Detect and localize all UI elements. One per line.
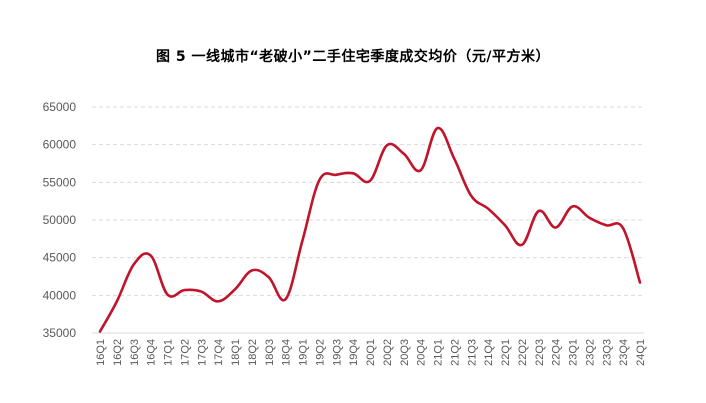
x-tick-label: 23Q3 (601, 339, 613, 366)
x-tick-label: 24Q1 (635, 339, 647, 366)
x-tick-label: 21Q3 (466, 339, 478, 366)
x-tick-label: 22Q3 (534, 339, 546, 366)
x-tick-label: 17Q1 (163, 339, 175, 366)
x-tick-label: 22Q2 (517, 339, 529, 366)
x-tick-label: 19Q2 (314, 339, 326, 366)
x-tick-label: 16Q4 (146, 339, 158, 366)
x-tick-label: 19Q4 (348, 339, 360, 366)
x-tick-label: 18Q3 (264, 339, 276, 366)
y-tick-label: 60000 (43, 138, 77, 152)
y-tick-label: 55000 (43, 175, 77, 189)
x-tick-label: 19Q3 (331, 339, 343, 366)
x-tick-label: 23Q4 (618, 339, 630, 366)
y-tick-label: 35000 (43, 326, 77, 340)
series-line (98, 126, 642, 333)
x-tick-label: 20Q4 (416, 339, 428, 366)
x-tick-label: 17Q4 (213, 339, 225, 366)
x-tick-label: 23Q2 (584, 339, 596, 366)
y-tick-label: 65000 (43, 100, 77, 114)
series-points (100, 128, 640, 331)
y-axis-ticks: 35000 40000 45000 50000 55000 60000 65000 (43, 100, 77, 340)
x-tick-label: 18Q1 (230, 339, 242, 366)
x-tick-label: 18Q2 (247, 339, 259, 366)
chart-title: 图 5 一线城市“老破小”二手住宅季度成交均价（元/平方米） (155, 49, 550, 65)
x-tick-label: 16Q1 (95, 339, 107, 366)
x-tick-label: 23Q1 (568, 339, 580, 366)
x-tick-label: 16Q2 (112, 339, 124, 366)
x-tick-label: 20Q3 (399, 339, 411, 366)
x-tick-label: 21Q4 (483, 339, 495, 366)
x-tick-label: 22Q4 (551, 339, 563, 366)
x-tick-label: 21Q1 (433, 339, 445, 366)
x-tick-label: 21Q2 (449, 339, 461, 366)
x-tick-label: 16Q3 (129, 339, 141, 366)
x-tick-label: 20Q1 (365, 339, 377, 366)
y-tick-label: 45000 (43, 251, 77, 265)
y-tick-label: 40000 (43, 288, 77, 302)
x-tick-label: 20Q2 (382, 339, 394, 366)
x-tick-label: 18Q4 (281, 339, 293, 366)
x-tick-label: 19Q1 (298, 339, 310, 366)
x-tick-label: 17Q3 (196, 339, 208, 366)
x-axis-ticks: 16Q1 16Q2 16Q3 16Q4 17Q1 17Q2 17Q3 17Q4 18Q1 18Q2… (95, 339, 647, 366)
x-tick-label: 17Q2 (179, 339, 191, 366)
y-tick-label: 50000 (43, 213, 77, 227)
x-tick-label: 22Q1 (500, 339, 512, 366)
gridlines (92, 106, 644, 296)
